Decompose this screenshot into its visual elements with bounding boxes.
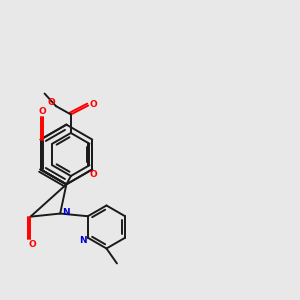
- Text: N: N: [79, 236, 86, 245]
- Text: N: N: [62, 208, 69, 217]
- Text: O: O: [38, 107, 46, 116]
- Text: O: O: [28, 240, 36, 249]
- Text: O: O: [90, 170, 98, 179]
- Text: O: O: [48, 98, 55, 107]
- Text: O: O: [90, 100, 98, 109]
